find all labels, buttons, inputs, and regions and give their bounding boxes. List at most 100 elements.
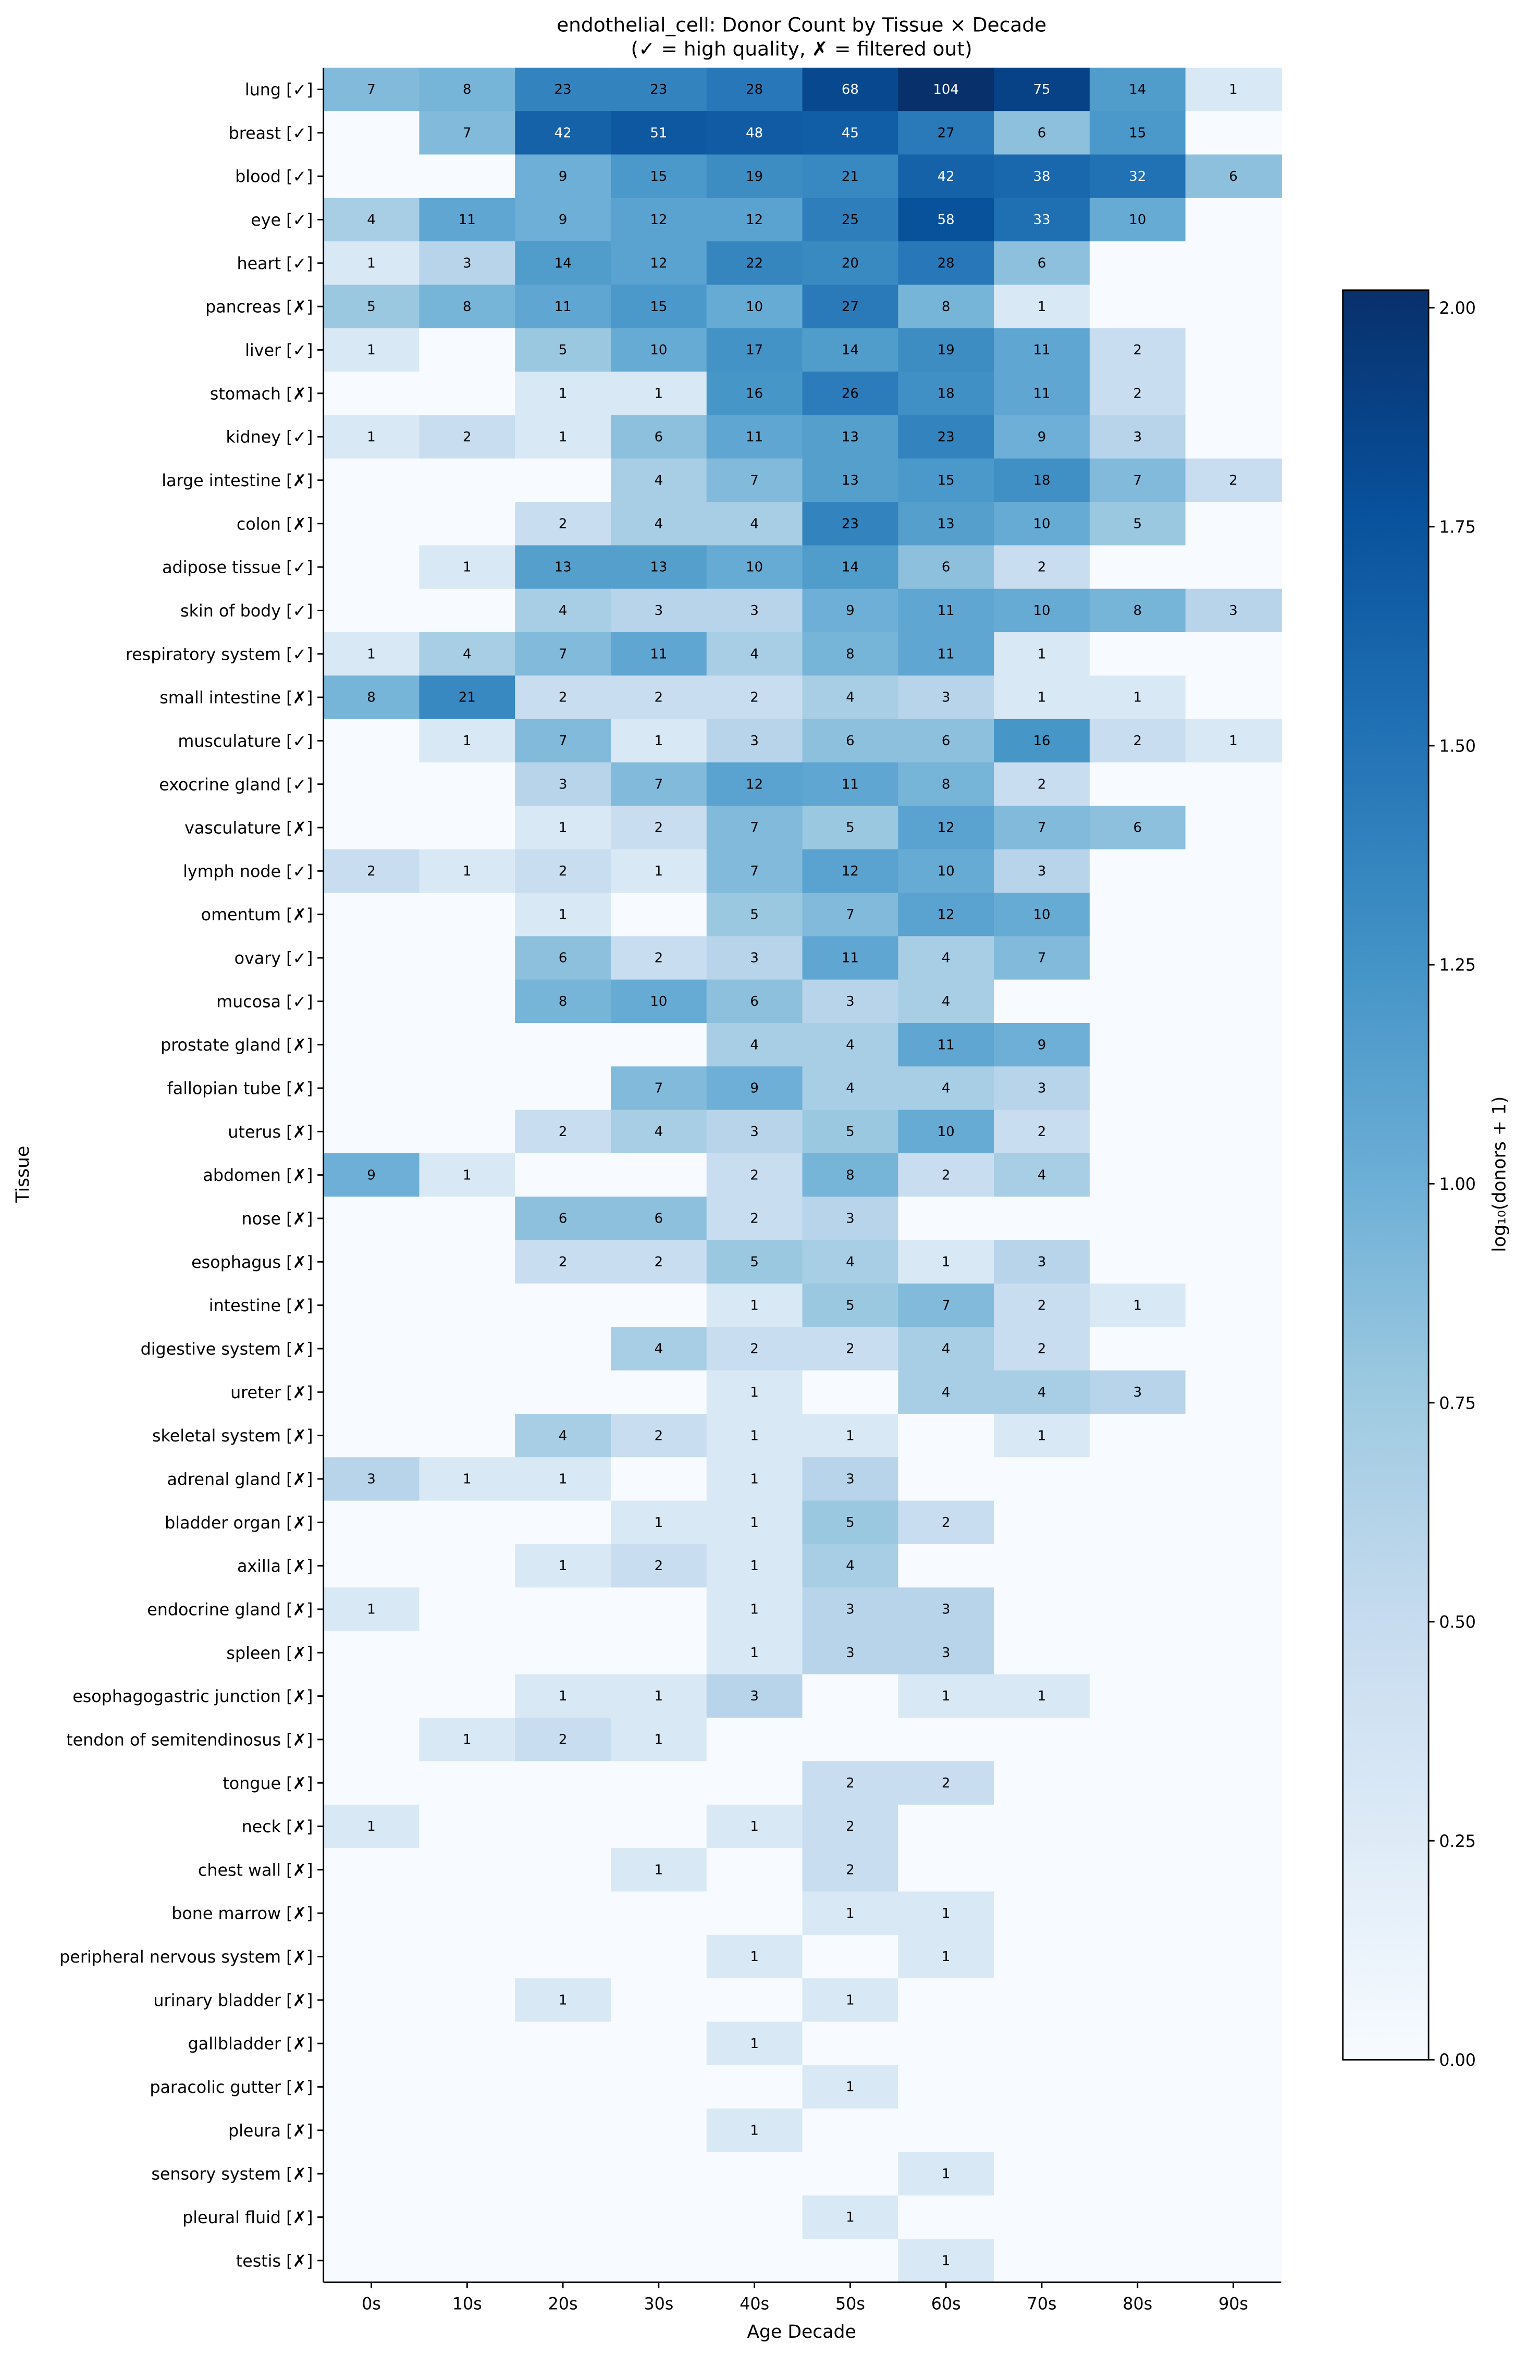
cell-value-label: 9 bbox=[1038, 429, 1046, 445]
heatmap-cell bbox=[610, 328, 708, 373]
cell-value-label: 8 bbox=[846, 646, 855, 662]
cell-value-label: 6 bbox=[942, 560, 951, 575]
heatmap-cell bbox=[610, 762, 708, 807]
cell-value-label: 4 bbox=[1038, 1385, 1046, 1400]
cell-value-label: 27 bbox=[842, 299, 859, 315]
cell-value-label: 13 bbox=[842, 473, 859, 488]
heatmap-cell bbox=[706, 1327, 803, 1372]
heatmap-cell bbox=[706, 1978, 803, 2023]
y-tick-label: eye [✓] bbox=[251, 211, 313, 230]
cell-value-label: 2 bbox=[559, 516, 568, 532]
heatmap-cell bbox=[994, 1327, 1091, 1372]
heatmap-cell bbox=[898, 1413, 995, 1458]
heatmap-cell bbox=[323, 458, 420, 503]
heatmap-cell bbox=[1185, 1934, 1282, 1979]
heatmap-cell bbox=[802, 1891, 899, 1936]
heatmap-cell bbox=[1089, 415, 1187, 460]
heatmap-cell bbox=[994, 67, 1091, 112]
cell-value-label: 1 bbox=[942, 1688, 951, 1704]
heatmap-cell bbox=[898, 1718, 995, 1762]
heatmap-cell bbox=[1089, 1674, 1187, 1719]
heatmap-cell bbox=[706, 936, 803, 981]
heatmap-cell bbox=[419, 1109, 516, 1154]
heatmap-cell bbox=[898, 1327, 995, 1372]
cell-value-label: 19 bbox=[746, 169, 763, 184]
heatmap-cell bbox=[706, 588, 803, 633]
cell-value-label: 1 bbox=[750, 2036, 759, 2052]
heatmap-cell bbox=[1089, 1197, 1187, 1241]
heatmap-cell bbox=[994, 154, 1091, 199]
heatmap-cell bbox=[419, 1283, 516, 1328]
heatmap-cell bbox=[1089, 806, 1187, 850]
heatmap-cell bbox=[994, 198, 1091, 242]
x-tick-label: 20s bbox=[548, 2295, 578, 2313]
heatmap-cell bbox=[898, 2065, 995, 2110]
heatmap-cell bbox=[610, 1804, 708, 1849]
cell-value-label: 32 bbox=[1129, 169, 1146, 184]
cell-value-label: 12 bbox=[650, 212, 667, 228]
heatmap-cell bbox=[898, 198, 995, 242]
heatmap-cell bbox=[898, 67, 995, 112]
x-tick-label: 50s bbox=[835, 2295, 865, 2313]
cell-value-label: 1 bbox=[655, 1688, 663, 1704]
cell-value-label: 6 bbox=[1038, 255, 1046, 271]
y-tick-label: sensory system [✗] bbox=[151, 2165, 313, 2184]
heatmap-cell bbox=[323, 588, 420, 633]
cell-value-label: 48 bbox=[746, 125, 763, 141]
heatmap-cell bbox=[994, 1587, 1091, 1632]
y-tick-label: small intestine [✗] bbox=[159, 689, 313, 708]
y-tick-label: breast [✓] bbox=[229, 124, 313, 143]
cell-value-label: 2 bbox=[942, 1515, 951, 1531]
heatmap-cell bbox=[898, 2108, 995, 2153]
heatmap-cell bbox=[515, 545, 612, 590]
heatmap-cell bbox=[1089, 241, 1187, 286]
heatmap-cell bbox=[610, 1066, 708, 1111]
heatmap-cell bbox=[994, 632, 1091, 676]
heatmap-cell bbox=[1185, 979, 1282, 1024]
colorbar-tick-label: 1.75 bbox=[1439, 518, 1476, 537]
heatmap-cell bbox=[1089, 979, 1187, 1024]
cell-value-label: 1 bbox=[655, 386, 663, 401]
heatmap-cell bbox=[610, 198, 708, 242]
y-tick-label: ovary [✓] bbox=[235, 949, 313, 968]
heatmap-cell bbox=[419, 936, 516, 981]
heatmap-cell bbox=[802, 1978, 899, 2023]
heatmap-cell bbox=[994, 719, 1091, 763]
cell-value-label: 58 bbox=[938, 212, 955, 228]
cell-value-label: 2 bbox=[750, 690, 759, 706]
heatmap-cell bbox=[898, 2152, 995, 2197]
heatmap-cell bbox=[1089, 1370, 1187, 1415]
heatmap-cell bbox=[515, 1934, 612, 1979]
heatmap-cell bbox=[1185, 1370, 1282, 1415]
heatmap-cell bbox=[994, 1500, 1091, 1545]
heatmap-cell bbox=[515, 1413, 612, 1458]
heatmap-cell bbox=[994, 372, 1091, 416]
cell-value-label: 14 bbox=[842, 342, 859, 358]
cell-value-label: 1 bbox=[1038, 1428, 1046, 1444]
heatmap-cell bbox=[802, 2152, 899, 2197]
heatmap-cell bbox=[1089, 1631, 1187, 1675]
heatmap-cell bbox=[323, 1934, 420, 1979]
heatmap-cell bbox=[706, 893, 803, 937]
cell-value-label: 6 bbox=[559, 951, 568, 966]
cell-value-label: 1 bbox=[750, 1558, 759, 1574]
cell-value-label: 1 bbox=[463, 1732, 472, 1748]
cell-value-label: 6 bbox=[942, 733, 951, 749]
heatmap-cell bbox=[994, 328, 1091, 373]
heatmap-cell bbox=[706, 1718, 803, 1762]
heatmap-cell bbox=[419, 2108, 516, 2153]
cell-value-label: 2 bbox=[1229, 473, 1238, 488]
cell-value-label: 15 bbox=[1129, 125, 1146, 141]
cell-value-label: 3 bbox=[750, 733, 759, 749]
heatmap-cell bbox=[994, 1240, 1091, 1285]
heatmap-cell bbox=[1089, 1934, 1187, 1979]
heatmap-cell bbox=[802, 979, 899, 1024]
heatmap-cell bbox=[706, 458, 803, 503]
cell-value-label: 2 bbox=[1133, 733, 1142, 749]
heatmap-cell bbox=[515, 1066, 612, 1111]
heatmap-cell bbox=[419, 2195, 516, 2240]
heatmap-cell bbox=[706, 2195, 803, 2240]
cell-value-label: 7 bbox=[559, 646, 568, 662]
cell-value-label: 1 bbox=[1229, 82, 1238, 97]
heatmap-cell bbox=[706, 1153, 803, 1198]
